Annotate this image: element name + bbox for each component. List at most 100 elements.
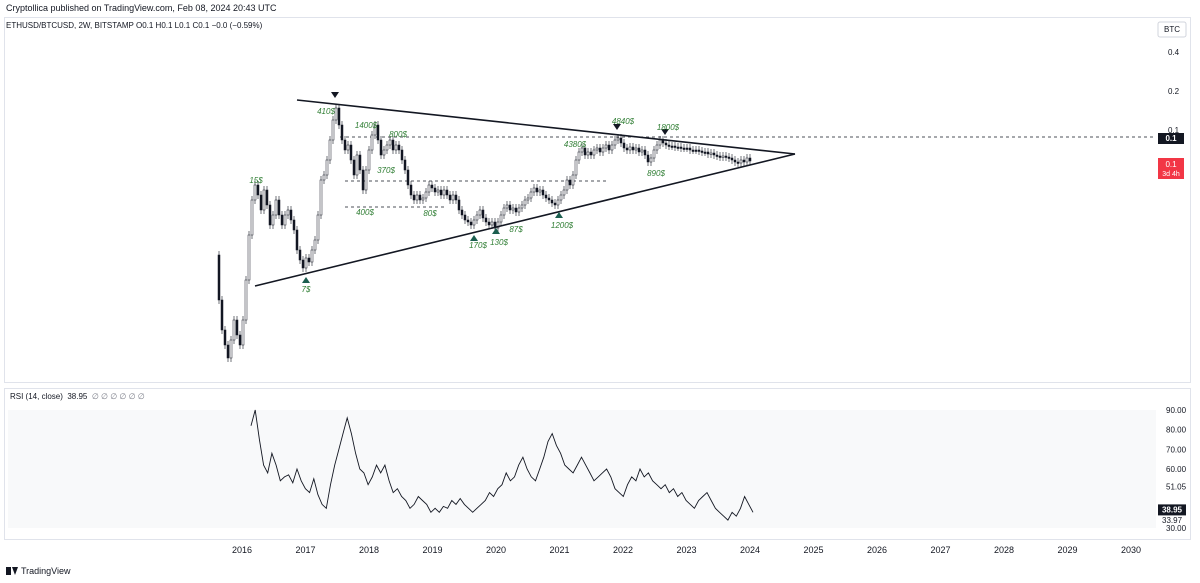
candle-body	[496, 221, 500, 229]
candle-body	[433, 187, 437, 193]
candle-body	[232, 319, 236, 341]
candle-body	[238, 334, 242, 346]
price-annotation: 1200$	[551, 221, 574, 230]
interval[interactable]: 2W	[78, 21, 91, 30]
candle-body	[598, 147, 602, 153]
candle-body	[673, 145, 677, 148]
candle-body	[649, 157, 653, 163]
candle-body	[589, 151, 593, 156]
current-price-label: 0.1	[1165, 134, 1177, 143]
candle-body	[568, 179, 572, 186]
candle-body	[574, 159, 578, 176]
x-tick-label: 2026	[867, 545, 887, 555]
x-tick-label: 2028	[994, 545, 1014, 555]
candle-body	[526, 197, 530, 201]
x-tick-label: 2016	[232, 545, 252, 555]
candle-body	[658, 139, 662, 146]
candle-body	[265, 189, 269, 206]
candle-body	[280, 214, 284, 226]
candle-body	[724, 155, 728, 158]
candle-body	[655, 144, 659, 151]
candle-body	[397, 144, 401, 151]
main-pane-frame	[4, 17, 1191, 383]
rsi-line	[250, 409, 754, 521]
candle-body	[295, 229, 299, 251]
candle-body	[415, 194, 419, 201]
candle-body	[331, 119, 335, 141]
symbol-name[interactable]: ETHUSD/BTCUSD	[6, 21, 75, 30]
currency-box	[1157, 21, 1187, 38]
candle-body	[697, 149, 701, 152]
candle-body	[628, 146, 632, 151]
x-tick-label: 2027	[930, 545, 950, 555]
candle-body	[535, 187, 539, 193]
candle-body	[439, 189, 443, 196]
bottom-marker-icon	[492, 228, 500, 234]
candle-body	[313, 239, 317, 251]
candle-body	[427, 184, 431, 193]
candle-body	[319, 179, 323, 216]
bottom-marker-icon	[555, 212, 563, 218]
price-annotation: 170$	[469, 241, 487, 250]
candle-body	[643, 149, 647, 156]
rsi-label[interactable]: RSI (14, close)	[10, 392, 63, 401]
candle-body	[562, 189, 566, 196]
candle-body	[733, 159, 737, 163]
candle-body	[613, 139, 617, 146]
candle-body	[421, 197, 425, 201]
candle-body	[715, 154, 719, 157]
price-annotation: 410$	[317, 107, 335, 116]
rsi-tick-label: 60.00	[1166, 465, 1187, 474]
candle-body	[676, 146, 680, 149]
candle-body	[229, 339, 233, 359]
candle-body	[289, 209, 293, 221]
candle-body	[712, 152, 716, 156]
candle-body	[484, 217, 488, 223]
rsi-current-badge	[1158, 504, 1186, 516]
candle-body	[517, 207, 521, 213]
candle-body	[577, 151, 581, 161]
candle-body	[472, 219, 476, 226]
candle-body	[490, 221, 494, 226]
candle-body	[571, 174, 575, 186]
candle-body	[382, 149, 386, 156]
candle-body	[487, 221, 491, 226]
rsi-tick-label: 90.00	[1166, 406, 1187, 415]
candle-body	[499, 214, 503, 223]
candle-body	[547, 197, 551, 201]
x-tick-label: 2023	[676, 545, 696, 555]
candle-body	[223, 329, 227, 346]
candle-body	[466, 219, 470, 223]
candle-body	[631, 146, 635, 151]
candle-body	[322, 174, 326, 181]
candle-body	[475, 214, 479, 221]
rsi-lower-label: 33.97	[1162, 516, 1183, 525]
candle-body	[559, 194, 563, 201]
candle-body	[307, 257, 311, 263]
candle-body	[745, 157, 749, 163]
candle-body	[271, 214, 275, 226]
candle-body	[247, 234, 251, 281]
x-tick-label: 2017	[295, 545, 315, 555]
symbol-legend: ETHUSD/BTCUSD, 2W, BITSTAMP O0.1 H0.1 L0…	[6, 21, 263, 30]
price-tick-label: 0.2	[1168, 87, 1180, 96]
candle-body	[682, 147, 686, 150]
price-annotation: 4380$	[564, 140, 587, 149]
top-marker-icon	[331, 92, 339, 98]
rsi-tick-label: 30.00	[1166, 524, 1187, 533]
candle-body	[391, 139, 395, 151]
candle-body	[286, 209, 290, 216]
candle-body	[664, 142, 668, 146]
candle-body	[244, 279, 248, 321]
candle-body	[217, 254, 221, 301]
candle-body	[502, 207, 506, 216]
candle-body	[652, 149, 656, 159]
x-tick-label: 2025	[803, 545, 823, 555]
candle-body	[301, 259, 305, 269]
candle-body	[679, 146, 683, 149]
x-tick-label: 2018	[359, 545, 379, 555]
candle-body	[352, 159, 356, 176]
price-annotation: 15$	[249, 176, 263, 185]
candle-body	[310, 249, 314, 263]
